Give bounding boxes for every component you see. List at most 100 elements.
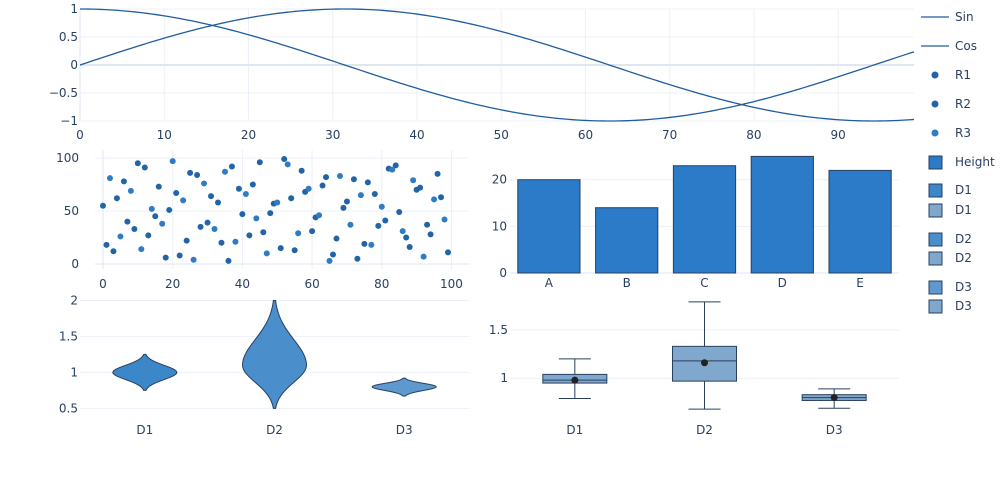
scatter-point-r2 [239, 211, 246, 218]
scatter-point-r3 [138, 246, 145, 253]
x-tick-label: 80 [374, 277, 389, 291]
scatter-point-r2 [333, 235, 340, 242]
legend: Sin Cos R1 R2 R3 Height D1 D1 D2 D2 D3 D3 [921, 10, 995, 314]
y-tick-label: 0 [499, 266, 507, 280]
y-tick-label: 2 [70, 293, 78, 307]
scatter-point-r2 [103, 241, 110, 248]
y-tick-label: 1 [70, 365, 78, 379]
scatter-point-r2 [145, 232, 152, 239]
scatter-point-r1 [225, 257, 232, 264]
legend-label: R3 [955, 126, 971, 140]
bar-b [595, 207, 659, 274]
scatter-point-r2 [323, 174, 330, 181]
legend-label: D3 [955, 280, 972, 294]
scatter-point-r1 [277, 245, 284, 252]
scatter-point-r3 [180, 197, 187, 204]
violin-d1 [112, 353, 178, 391]
scatter-point-r2 [281, 156, 288, 163]
scatter-point-r3 [431, 196, 438, 203]
legend-square-swatch [928, 203, 943, 218]
legend-dot-swatch [931, 129, 939, 137]
violin-d3 [371, 377, 437, 397]
scatter-point-r3 [284, 161, 291, 168]
violin-panel: 0.5 1 1.5 2 D1 D2 D3 [59, 293, 469, 437]
scatter-point-r3 [253, 215, 260, 222]
scatter-point-r3 [117, 233, 124, 240]
x-tick-label: 0 [99, 277, 107, 291]
scatter-point-r1 [319, 182, 326, 189]
legend-label: D1 [955, 203, 972, 217]
scatter-point-r3 [148, 205, 155, 212]
bar-a [517, 179, 581, 274]
scatter-point-r1 [173, 189, 180, 196]
scatter-point-r1 [288, 195, 295, 202]
scatter-point-r3 [159, 220, 166, 227]
scatter-point-r1 [183, 237, 190, 244]
y-tick-label: 50 [64, 204, 79, 218]
scatter-point-r3 [336, 173, 343, 180]
scatter-point-r3 [295, 230, 302, 237]
legend-square-swatch [928, 183, 943, 198]
legend-label: D2 [955, 232, 972, 246]
scatter-point-r1 [350, 176, 357, 183]
scatter-point-r3 [389, 166, 396, 173]
y-tick-label: 1 [500, 371, 508, 385]
x-tick-label: 40 [235, 277, 250, 291]
scatter-point-r1 [100, 202, 106, 209]
scatter-point-r3 [347, 221, 354, 228]
scatter-point-r1 [371, 191, 378, 198]
legend-label: D2 [955, 251, 972, 265]
bar-c [672, 165, 737, 274]
scatter-point-r2 [113, 195, 120, 202]
y-tick-label: 1.5 [489, 323, 508, 337]
x-tick-label: D2 [696, 423, 713, 437]
x-tick-label: 90 [831, 128, 846, 142]
x-tick-label: D1 [136, 423, 153, 437]
bar-panel: 0 10 20 A B C D E [492, 155, 899, 290]
scatter-point-r1 [340, 204, 347, 211]
y-tick-label: 0.5 [59, 401, 78, 415]
x-tick-label: 100 [440, 277, 463, 291]
legend-square-swatch [928, 280, 943, 295]
scatter-point-r1 [298, 167, 305, 174]
legend-label: D1 [955, 183, 972, 197]
scatter-point-r2 [417, 184, 424, 191]
scatter-point-r3 [368, 241, 375, 248]
legend-square-swatch [928, 251, 943, 266]
scatter-point-r2 [406, 244, 413, 251]
scatter-point-r2 [155, 183, 162, 190]
y-tick-label: 0 [71, 257, 79, 271]
y-tick-label: 0 [70, 58, 78, 72]
scatter-point-r1 [361, 240, 368, 247]
y-tick-label: 20 [492, 173, 507, 187]
scatter-point-r3 [242, 191, 249, 198]
x-tick-label: 20 [165, 277, 180, 291]
scatter-point-r2 [134, 160, 141, 167]
box-panel: 1 1.5 D1 D2 D3 [489, 301, 899, 437]
scatter-point-r2 [197, 223, 204, 230]
scatter-point-r2 [438, 194, 445, 201]
scatter-point-r1 [235, 185, 242, 192]
x-tick-label: 60 [304, 277, 319, 291]
scatter-point-r3 [441, 216, 448, 223]
scatter-point-r2 [396, 209, 403, 216]
x-tick-label: 0 [76, 128, 84, 142]
y-tick-label: 10 [492, 219, 507, 233]
y-tick-label: 0.5 [59, 30, 78, 44]
scatter-point-r1 [267, 210, 274, 217]
bar-e [828, 169, 892, 274]
legend-label: Height [955, 155, 995, 169]
bar-d [750, 155, 814, 274]
scatter-point-r3 [316, 212, 323, 219]
scatter-point-r2 [260, 229, 267, 236]
scatter-point-r1 [120, 178, 127, 185]
scatter-point-r2 [249, 181, 256, 188]
violin-d2 [242, 299, 307, 409]
scatter-point-r2 [375, 222, 382, 229]
scatter-point-r3 [169, 158, 176, 165]
box-mean-marker [571, 376, 579, 384]
legend-label: R2 [955, 97, 971, 111]
x-tick-label: C [700, 276, 708, 290]
scatter-point-r1 [445, 249, 451, 256]
